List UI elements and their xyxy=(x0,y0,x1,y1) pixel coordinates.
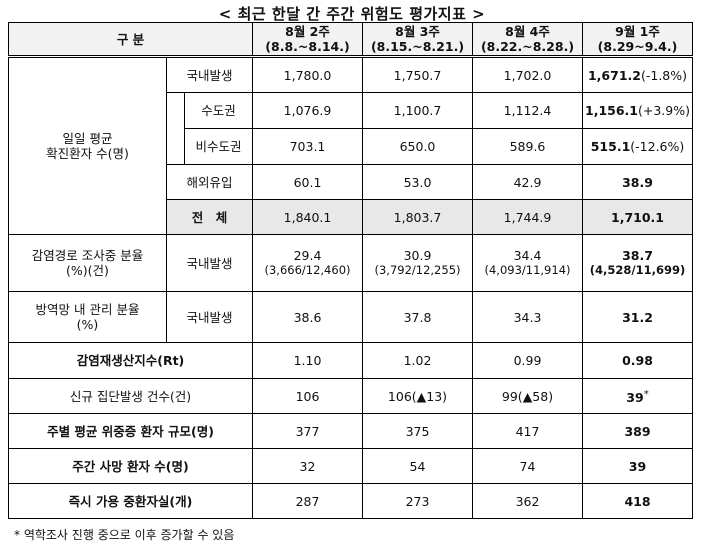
period-header: 8월 2주 (8.8.~8.14.) xyxy=(252,22,363,58)
table-cell: 1,840.1 xyxy=(252,199,363,235)
table-cell: 1,744.9 xyxy=(472,199,583,235)
period-range: (8.29~9.4.) xyxy=(597,39,678,54)
period-header: 9월 1주 (8.29~9.4.) xyxy=(582,22,693,58)
table-cell: 34.3 xyxy=(472,291,583,343)
table-cell: 362 xyxy=(472,483,583,519)
row-label-icu: 즉시 가용 중환자실(개) xyxy=(8,483,253,519)
row-label-total: 전 체 xyxy=(166,199,253,235)
table-row-total: 전 체 1,840.1 1,803.7 1,744.9 1,710.1 xyxy=(9,199,693,235)
table-cell: 1.02 xyxy=(362,342,473,379)
period-week: 9월 1주 xyxy=(615,24,660,39)
period-header: 8월 3주 (8.15.~8.21.) xyxy=(362,22,473,58)
table-cell-latest: 39 xyxy=(582,448,693,484)
table-cell-latest: 0.98 xyxy=(582,342,693,379)
row-label-clusters: 신규 집단발생 건수(건) xyxy=(8,378,253,414)
table-cell-latest: 1,710.1 xyxy=(582,199,693,235)
table-cell: 32 xyxy=(252,448,363,484)
period-week: 8월 2주 xyxy=(285,24,330,39)
table-row: 수도권 1,076.9 1,100.7 1,112.4 1,156.1(+3.9… xyxy=(9,92,693,165)
table-cell: 287 xyxy=(252,483,363,519)
table-cell: 42.9 xyxy=(472,164,583,200)
table-cell: 273 xyxy=(362,483,473,519)
table-cell: 30.9 (3,792/12,255) xyxy=(362,234,473,292)
row-label-domestic: 국내발생 xyxy=(166,56,253,93)
table-cell: 1.10 xyxy=(252,342,363,379)
table-cell: 106(▲13) xyxy=(362,378,473,414)
period-range: (8.8.~8.14.) xyxy=(265,39,350,54)
footnote: * 역학조사 진행 중으로 이후 증가할 수 있음 xyxy=(14,528,235,542)
table-cell-latest: 39* xyxy=(582,378,693,414)
table-row: 일일 평균 확진환자 수(명) 국내발생 1,780.0 1,750.7 1,7… xyxy=(8,56,693,235)
table-cell: 703.1 xyxy=(252,128,363,165)
header-row: 구 분 8월 2주 (8.8.~8.14.) 8월 3주 (8.15.~8.21… xyxy=(8,22,693,58)
managed-label: 방역망 내 관리 분율 (%) xyxy=(8,291,167,343)
period-range: (8.22.~8.28.) xyxy=(480,39,575,54)
table-cell: 417 xyxy=(472,413,583,449)
table-cell: 34.4 (4,093/11,914) xyxy=(472,234,583,292)
risk-indicator-table: 구 분 8월 2주 (8.8.~8.14.) 8월 3주 (8.15.~8.21… xyxy=(8,22,693,519)
table-cell: 1,112.4 xyxy=(472,92,583,129)
table-title: < 최근 한달 간 주간 위험도 평가지표 > xyxy=(218,5,486,23)
row-label-overseas: 해외유입 xyxy=(166,164,253,200)
row-label-domestic: 국내발생 xyxy=(166,234,253,292)
footnote-mark: * xyxy=(643,388,649,400)
table-cell: 0.99 xyxy=(472,342,583,379)
table-cell: 106 xyxy=(252,378,363,414)
table-cell-latest: 38.7 (4,528/11,699) xyxy=(582,234,693,292)
table-row: 주간 사망 환자 수(명) 32 54 74 39 xyxy=(8,448,693,484)
table-cell: 1,750.7 xyxy=(362,56,473,93)
table-cell: 1,076.9 xyxy=(252,92,363,129)
category-header: 구 분 xyxy=(8,22,253,58)
table-cell: 60.1 xyxy=(252,164,363,200)
table-cell: 37.8 xyxy=(362,291,473,343)
row-label-rt: 감염재생산지수(Rt) xyxy=(8,342,253,379)
table-cell: 1,780.0 xyxy=(252,56,363,93)
row-label-capital: 수도권 xyxy=(184,92,253,129)
investigation-label: 감염경로 조사중 분율 (%)(건) xyxy=(8,234,167,292)
table-row: 비수도권 703.1 650.0 589.6 515.1(-12.6%) xyxy=(9,128,693,165)
row-label-severe: 주별 평균 위중증 환자 규모(명) xyxy=(8,413,253,449)
period-header: 8월 4주 (8.22.~8.28.) xyxy=(472,22,583,58)
table-cell-latest: 418 xyxy=(582,483,693,519)
table-cell: 29.4 (3,666/12,460) xyxy=(252,234,363,292)
period-range: (8.15.~8.21.) xyxy=(370,39,465,54)
table-cell: 375 xyxy=(362,413,473,449)
table-cell: 54 xyxy=(362,448,473,484)
period-week: 8월 3주 xyxy=(395,24,440,39)
table-cell: 377 xyxy=(252,413,363,449)
row-label-deaths: 주간 사망 환자 수(명) xyxy=(8,448,253,484)
table-cell-latest: 389 xyxy=(582,413,693,449)
table-cell-latest: 515.1(-12.6%) xyxy=(582,128,693,165)
table-cell: 589.6 xyxy=(472,128,583,165)
table-row: 해외유입 60.1 53.0 42.9 38.9 xyxy=(9,164,693,200)
table-cell: 53.0 xyxy=(362,164,473,200)
table-cell: 1,100.7 xyxy=(362,92,473,129)
table-cell: 650.0 xyxy=(362,128,473,165)
table-row: 주별 평균 위중증 환자 규모(명) 377 375 417 389 xyxy=(8,413,693,449)
table-row: 방역망 내 관리 분율 (%) 국내발생 38.6 37.8 34.3 31.2 xyxy=(8,291,693,343)
table-row: 감염경로 조사중 분율 (%)(건) 국내발생 29.4 (3,666/12,46… xyxy=(8,234,693,292)
indent-spacer xyxy=(166,92,185,165)
daily-avg-label: 일일 평균 확진환자 수(명) xyxy=(8,56,167,235)
table-cell-latest: 31.2 xyxy=(582,291,693,343)
table-cell: 99(▲58) xyxy=(472,378,583,414)
table-row: 감염재생산지수(Rt) 1.10 1.02 0.99 0.98 xyxy=(8,342,693,379)
period-week: 8월 4주 xyxy=(505,24,550,39)
table-cell-latest: 1,156.1(+3.9%) xyxy=(582,92,693,129)
table-cell-latest: 38.9 xyxy=(582,164,693,200)
table-row: 신규 집단발생 건수(건) 106 106(▲13) 99(▲58) 39* xyxy=(8,378,693,414)
table-cell: 1,803.7 xyxy=(362,199,473,235)
table-cell: 1,702.0 xyxy=(472,56,583,93)
table-row: 즉시 가용 중환자실(개) 287 273 362 418 xyxy=(8,483,693,519)
table-cell: 38.6 xyxy=(252,291,363,343)
table-cell-latest: 1,671.2(-1.8%) xyxy=(582,56,693,93)
row-label-domestic: 국내발생 xyxy=(166,291,253,343)
row-label-noncapital: 비수도권 xyxy=(184,128,253,165)
table-cell: 74 xyxy=(472,448,583,484)
